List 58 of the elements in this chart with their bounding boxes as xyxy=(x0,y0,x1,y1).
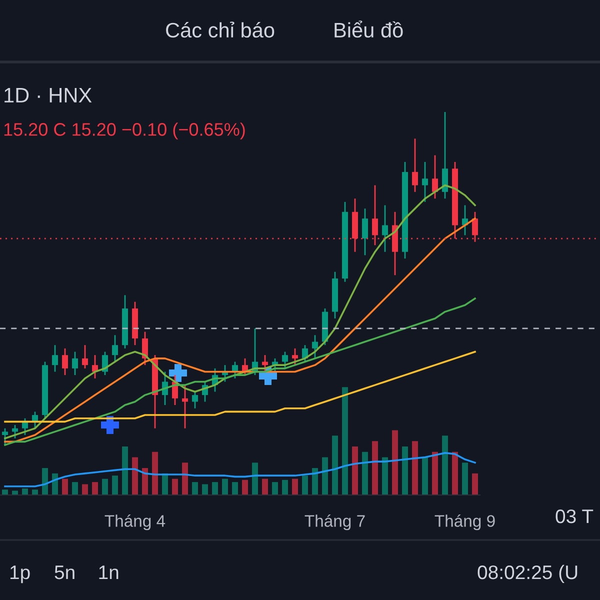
bar xyxy=(302,476,308,495)
chart-title: 1D · HNX xyxy=(4,88,92,102)
text: 1p xyxy=(10,566,30,584)
bar xyxy=(402,446,408,495)
text: Biểu đồ xyxy=(334,20,403,38)
bar xyxy=(122,446,128,495)
bar xyxy=(272,482,278,495)
text: 5n xyxy=(54,566,74,580)
bar xyxy=(62,478,68,495)
bar xyxy=(12,490,18,495)
text: 1n xyxy=(99,566,118,580)
bar xyxy=(442,436,448,495)
text: 03 T xyxy=(556,509,594,524)
bar xyxy=(292,478,298,495)
bar xyxy=(2,490,8,495)
bar xyxy=(92,482,98,495)
bar xyxy=(252,462,258,495)
bar xyxy=(362,452,368,495)
bar xyxy=(452,452,458,495)
bar xyxy=(392,430,398,495)
bar xyxy=(372,441,378,495)
bar xyxy=(472,473,478,495)
bar xyxy=(202,484,208,495)
bar xyxy=(112,476,118,495)
x-tick-label: Tháng 4 xyxy=(104,514,166,530)
bar xyxy=(172,478,178,495)
bar xyxy=(382,457,388,495)
x-tick-label: Tháng 7 xyxy=(304,514,365,530)
bar xyxy=(312,468,318,495)
bar xyxy=(432,452,438,495)
bar xyxy=(242,480,248,495)
text: Các chỉ báo xyxy=(166,22,274,38)
bar xyxy=(232,482,238,495)
bar xyxy=(412,441,418,495)
bar xyxy=(282,480,288,495)
x-tick-label: Tháng 9 xyxy=(434,514,495,530)
bar xyxy=(132,457,138,495)
bar xyxy=(342,387,348,495)
bar xyxy=(182,462,188,495)
bar xyxy=(332,436,338,495)
bar xyxy=(82,484,88,495)
bar xyxy=(322,457,328,495)
bar xyxy=(222,478,228,495)
text: 15.20 C 15.20 −0.10 (−0.65%) xyxy=(4,122,245,140)
bar xyxy=(352,446,358,495)
bar xyxy=(212,482,218,495)
bar xyxy=(72,482,78,495)
bar xyxy=(152,452,158,495)
bar xyxy=(42,468,48,495)
bar xyxy=(142,468,148,495)
bar xyxy=(32,490,38,495)
bar xyxy=(22,488,28,495)
bar xyxy=(102,478,108,495)
bar xyxy=(462,462,468,495)
bar xyxy=(192,482,198,495)
text: 08:02:25 (U xyxy=(478,564,578,584)
bar xyxy=(422,457,428,495)
bar xyxy=(262,478,268,495)
